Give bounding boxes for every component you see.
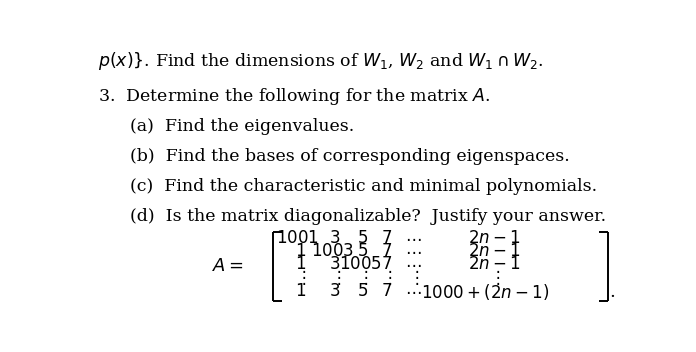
Text: $7$: $7$ — [381, 243, 392, 260]
Text: $2n-1$: $2n-1$ — [468, 256, 521, 273]
Text: $\vdots$: $\vdots$ — [381, 268, 392, 287]
Text: $1$: $1$ — [295, 256, 306, 273]
Text: $\cdots$: $\cdots$ — [405, 256, 422, 273]
Text: $5$: $5$ — [356, 283, 367, 300]
Text: $\cdots$: $\cdots$ — [405, 243, 422, 260]
Text: (a)  Find the eigenvalues.: (a) Find the eigenvalues. — [130, 118, 354, 135]
Text: $\cdots$: $\cdots$ — [405, 230, 422, 247]
Text: $\vdots$: $\vdots$ — [330, 268, 340, 287]
Text: $p(x)\}$. Find the dimensions of $W_1$, $W_2$ and $W_1 \cap W_2$.: $p(x)\}$. Find the dimensions of $W_1$, … — [97, 50, 544, 73]
Text: (d)  Is the matrix diagonalizable?  Justify your answer.: (d) Is the matrix diagonalizable? Justif… — [130, 208, 606, 225]
Text: $A=$: $A=$ — [212, 257, 244, 275]
Text: $7$: $7$ — [381, 256, 392, 273]
Text: $5$: $5$ — [356, 243, 367, 260]
Text: $1$: $1$ — [295, 283, 306, 300]
Text: $\cdots$: $\cdots$ — [405, 283, 422, 300]
Text: $1005$: $1005$ — [339, 256, 382, 273]
Text: $1003$: $1003$ — [311, 243, 354, 260]
Text: $7$: $7$ — [381, 230, 392, 247]
Text: $3$: $3$ — [329, 230, 341, 247]
Text: $2n-1$: $2n-1$ — [468, 243, 521, 260]
Text: $1000+(2n-1)$: $1000+(2n-1)$ — [421, 282, 549, 302]
Text: $7$: $7$ — [381, 283, 392, 300]
Text: 3.  Determine the following for the matrix $A$.: 3. Determine the following for the matri… — [97, 86, 491, 107]
Text: $1001$: $1001$ — [276, 230, 319, 247]
Text: $3$: $3$ — [329, 256, 341, 273]
Text: $5$: $5$ — [356, 230, 367, 247]
Text: $\vdots$: $\vdots$ — [489, 268, 500, 287]
Text: (c)  Find the characteristic and minimal polynomials.: (c) Find the characteristic and minimal … — [130, 178, 597, 195]
Text: $\vdots$: $\vdots$ — [408, 268, 419, 287]
Text: $\vdots$: $\vdots$ — [356, 268, 367, 287]
Text: .: . — [609, 283, 615, 301]
Text: $2n-1$: $2n-1$ — [468, 230, 521, 247]
Text: $1$: $1$ — [295, 243, 306, 260]
Text: (b)  Find the bases of corresponding eigenspaces.: (b) Find the bases of corresponding eige… — [130, 148, 570, 165]
Text: $\vdots$: $\vdots$ — [295, 268, 306, 287]
Text: $3$: $3$ — [329, 283, 341, 300]
